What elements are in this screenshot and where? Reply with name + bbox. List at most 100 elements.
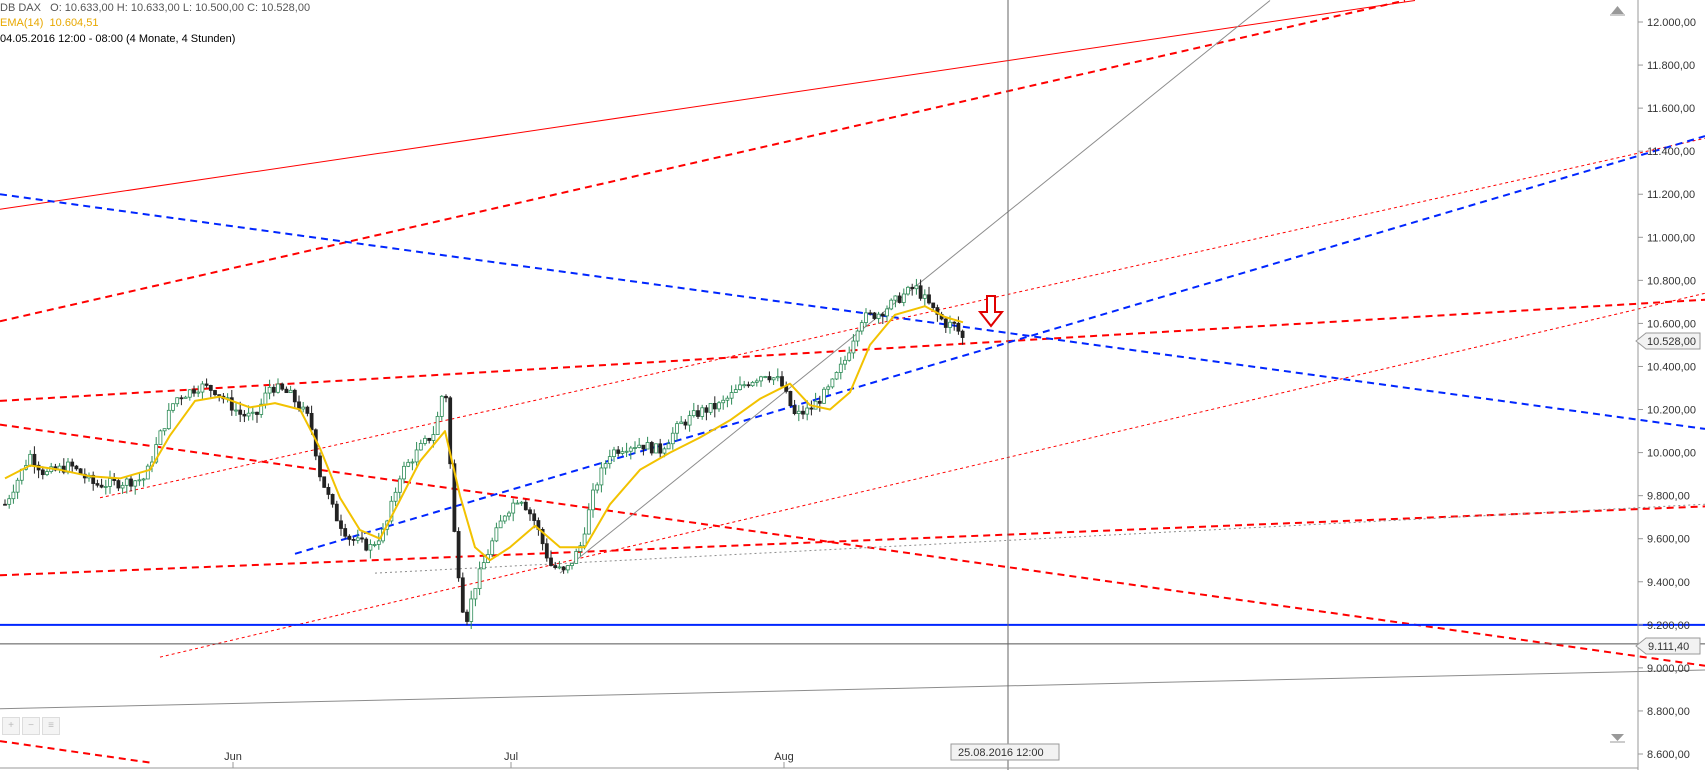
candle-body — [511, 502, 516, 514]
candle-body — [494, 527, 499, 542]
candle-body — [3, 503, 7, 506]
candle-body — [960, 330, 965, 338]
candle-body — [431, 434, 436, 441]
candle-body — [553, 565, 558, 568]
candle-body — [465, 611, 469, 622]
candle-body — [145, 465, 150, 480]
candle-body — [473, 588, 478, 600]
trendline-red — [99, 137, 1705, 499]
y-tick-label: 11.600,00 — [1647, 103, 1695, 115]
candle-body — [717, 402, 721, 410]
candle-body — [830, 378, 835, 388]
candle-body — [347, 535, 352, 540]
candle-body — [234, 409, 238, 412]
candle-body — [276, 383, 280, 393]
candle-body — [389, 500, 394, 522]
y-tick-label: 9.800,00 — [1647, 491, 1690, 503]
y-tick-label: 10.400,00 — [1647, 361, 1696, 373]
candle-body — [129, 478, 133, 487]
candle-body — [691, 410, 696, 417]
candle-body — [523, 501, 528, 511]
candle-body — [469, 598, 474, 622]
candle-body — [633, 447, 637, 449]
candle-body — [368, 544, 373, 551]
y-tick-label: 11.200,00 — [1647, 189, 1695, 201]
candle-body — [444, 395, 448, 399]
scroll-down-icon[interactable] — [1610, 734, 1625, 743]
scroll-up-icon[interactable] — [1610, 6, 1625, 16]
zoom-in-icon[interactable]: + — [2, 717, 20, 735]
candle-body — [423, 437, 427, 444]
candle-body — [687, 415, 692, 426]
candle-body — [826, 386, 831, 390]
candle-body — [578, 545, 583, 552]
instrument-name: DB DAX — [0, 2, 41, 14]
y-tick-label: 10.800,00 — [1647, 275, 1696, 287]
ohlc-values: O: 10.633,00 H: 10.633,00 L: 10.500,00 C… — [50, 2, 311, 14]
candle-body — [28, 453, 33, 466]
candle-body — [628, 447, 633, 452]
candle-body — [872, 312, 877, 319]
candle-body — [637, 444, 642, 448]
y-tick-label: 9.400,00 — [1647, 577, 1690, 589]
candle-body — [410, 461, 415, 464]
candle-body — [721, 399, 726, 404]
candle-body — [733, 389, 738, 393]
candle-body — [641, 444, 646, 450]
candle-body — [586, 509, 591, 535]
candle-body — [255, 411, 259, 415]
candle-body — [507, 512, 511, 517]
candle-body — [213, 390, 217, 396]
zoom-out-icon[interactable]: − — [22, 717, 40, 735]
y-tick-label: 9.600,00 — [1647, 534, 1690, 546]
x-tick-label: Aug — [774, 751, 794, 763]
candle-body — [515, 502, 520, 505]
candle-body — [763, 376, 768, 378]
last-price-label: 10.528,00 — [1647, 336, 1696, 348]
candle-body — [267, 386, 272, 394]
candle-body — [645, 442, 650, 450]
candle-body — [822, 388, 826, 404]
candle-body — [498, 520, 503, 529]
candle-body — [532, 513, 537, 521]
candle-body — [309, 412, 314, 431]
y-tick-label: 11.000,00 — [1647, 232, 1695, 244]
candle-body — [120, 484, 125, 489]
candle-body — [910, 286, 915, 290]
candle-body — [906, 286, 910, 295]
candle-body — [99, 484, 104, 488]
trendline-red — [0, 423, 1705, 667]
candle-body — [15, 479, 20, 493]
candle-body — [137, 479, 142, 482]
candle-body — [397, 478, 402, 493]
candle-body — [179, 397, 184, 400]
candle-body — [931, 302, 936, 308]
candle-body — [402, 465, 406, 480]
candle-body — [242, 413, 247, 417]
crosshair-date-tag: 25.08.2016 12:00 — [950, 743, 1060, 761]
candle-body — [624, 450, 629, 453]
candle-body — [351, 539, 356, 541]
x-axis: Jun Jul Aug — [224, 751, 794, 768]
candle-body — [922, 294, 927, 299]
candle-body — [549, 557, 553, 566]
candle-body — [334, 503, 339, 522]
candle-body — [343, 528, 348, 537]
candle-body — [360, 537, 364, 540]
candle-body — [649, 442, 654, 454]
candle-body — [796, 410, 801, 414]
candle-body — [133, 480, 138, 487]
candle-body — [675, 423, 679, 434]
candle-body — [792, 405, 797, 414]
candle-body — [670, 432, 675, 445]
candle-body — [893, 295, 898, 301]
last-price-tag: 10.528,00 — [1635, 332, 1701, 350]
candle-body — [864, 312, 868, 324]
menu-icon[interactable]: ≡ — [42, 717, 60, 735]
candle-body — [557, 566, 562, 569]
candle-body — [448, 397, 453, 465]
candle-body — [481, 562, 486, 570]
candle-body — [570, 563, 574, 566]
